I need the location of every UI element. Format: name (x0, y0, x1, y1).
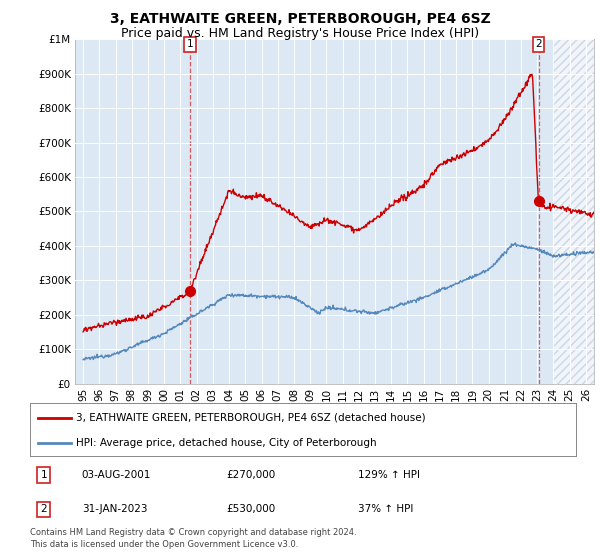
Text: Contains HM Land Registry data © Crown copyright and database right 2024.: Contains HM Land Registry data © Crown c… (30, 528, 356, 536)
Text: 1: 1 (40, 470, 47, 480)
Text: £530,000: £530,000 (227, 505, 276, 515)
Text: This data is licensed under the Open Government Licence v3.0.: This data is licensed under the Open Gov… (30, 540, 298, 549)
Text: 2: 2 (40, 505, 47, 515)
Bar (553, 39, 594, 384)
Text: 37% ↑ HPI: 37% ↑ HPI (358, 505, 413, 515)
Text: 2: 2 (535, 39, 542, 49)
Text: 129% ↑ HPI: 129% ↑ HPI (358, 470, 419, 480)
Text: 1: 1 (187, 39, 193, 49)
Text: 3, EATHWAITE GREEN, PETERBOROUGH, PE4 6SZ: 3, EATHWAITE GREEN, PETERBOROUGH, PE4 6S… (110, 12, 490, 26)
Text: Price paid vs. HM Land Registry's House Price Index (HPI): Price paid vs. HM Land Registry's House … (121, 27, 479, 40)
Text: 3, EATHWAITE GREEN, PETERBOROUGH, PE4 6SZ (detached house): 3, EATHWAITE GREEN, PETERBOROUGH, PE4 6S… (76, 413, 426, 423)
Text: £270,000: £270,000 (227, 470, 276, 480)
Text: 31-JAN-2023: 31-JAN-2023 (82, 505, 148, 515)
Text: 03-AUG-2001: 03-AUG-2001 (82, 470, 151, 480)
Bar (553, 39, 594, 384)
Text: HPI: Average price, detached house, City of Peterborough: HPI: Average price, detached house, City… (76, 438, 377, 448)
